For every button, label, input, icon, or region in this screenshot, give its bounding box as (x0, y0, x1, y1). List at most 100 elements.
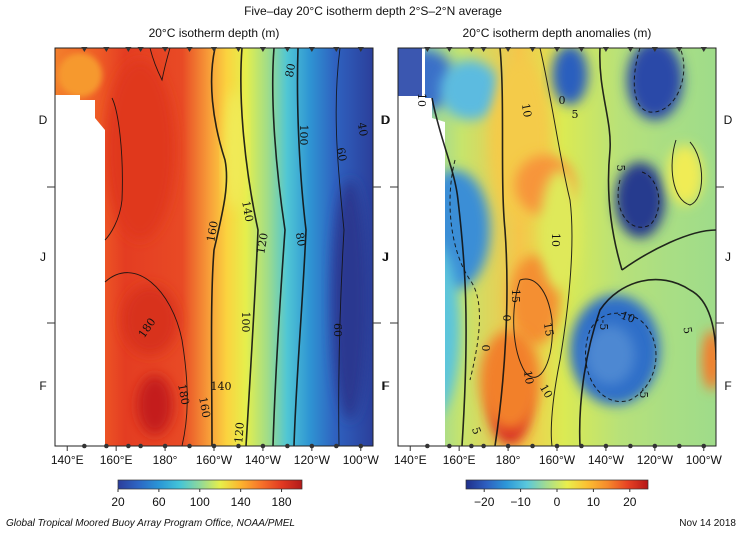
right-contour-label: 10 (519, 102, 534, 118)
buoy-marker-top (446, 47, 453, 52)
buoy-marker-top (259, 47, 266, 52)
right-blob-yellow2 (540, 170, 580, 290)
x-tick-label: 180° (153, 453, 178, 467)
y-tick-label: F (382, 379, 389, 393)
y-tick-label: J (40, 250, 46, 264)
buoy-marker-bottom (187, 443, 192, 449)
left-yellow-streak (225, 90, 245, 210)
buoy-marker-top (700, 47, 707, 52)
buoy-marker-top (651, 47, 658, 52)
right-blob-orange2 (510, 255, 560, 345)
buoy-marker-top (211, 47, 217, 52)
colorbar-gradient (117, 479, 303, 490)
right-panel-title: 20°C isotherm depth anomalies (m) (462, 26, 652, 40)
right-contour-label: 10 (549, 233, 562, 247)
buoy-marker-top (468, 47, 475, 52)
buoy-marker-bottom (628, 443, 633, 449)
colorbar-tick-label: −20 (474, 495, 495, 509)
right-axes: D D J J F F 140°E 160°E 180° 160°W 140°W 120°W 100°W (382, 47, 733, 467)
y-tick-label: J (382, 250, 388, 264)
left-contour-line (271, 48, 286, 446)
right-contour-line (539, 48, 573, 446)
y-tick-label: D (381, 113, 390, 127)
left-contour-label: 140 (239, 200, 255, 223)
buoy-marker-top (162, 47, 169, 52)
buoy-marker-top (424, 47, 431, 52)
right-contour-label: 0 (500, 315, 513, 322)
buoy-marker-bottom (138, 443, 143, 449)
right-blob-blue-ne (627, 48, 683, 120)
buoy-marker-top (505, 47, 512, 52)
y-tick-label: D (724, 113, 733, 127)
left-contour-line (210, 48, 228, 446)
buoy-marker-top (81, 47, 88, 52)
buoy-marker-bottom (236, 443, 241, 449)
x-tick-label: 180° (496, 453, 521, 467)
left-orange-corner (58, 53, 102, 97)
x-tick-label: 160°W (539, 453, 576, 467)
right-contour-label: 10 (415, 93, 428, 107)
buoy-marker-top (676, 47, 683, 52)
buoy-marker-top (529, 47, 536, 52)
colorbar-tick-label: 100 (190, 495, 210, 509)
right-contour-label: 15 (541, 321, 556, 337)
buoy-marker-top (554, 47, 560, 52)
right-contour-label: 10 (537, 382, 555, 401)
colorbar-tick-label: 20 (623, 495, 637, 509)
buoy-marker-bottom (554, 443, 560, 449)
y-tick-label: D (382, 113, 391, 127)
y-tick-label: D (39, 113, 48, 127)
buoy-marker-bottom (162, 443, 168, 449)
right-contour-label: -5 (597, 320, 610, 331)
y-tick-label: J (725, 250, 731, 264)
buoy-marker-top (308, 47, 315, 52)
buoy-marker-bottom (126, 443, 131, 449)
right-colorbar: −20 −10 0 10 20 (465, 479, 649, 509)
buoy-marker-top (125, 47, 132, 52)
colorbar-tick-label: 20 (111, 495, 125, 509)
right-contour-line (513, 278, 553, 378)
colorbar-gradient (465, 479, 649, 490)
buoy-marker-bottom (104, 443, 109, 449)
buoy-marker-bottom (469, 443, 474, 449)
left-colorbar: 20 60 100 140 180 (111, 479, 303, 509)
right-contour-label: 15 (509, 289, 522, 303)
right-contour-label: 5 (614, 165, 627, 172)
footer-date: Nov 14 2018 (679, 518, 736, 529)
right-blue-corner (398, 48, 422, 96)
buoy-marker-bottom (309, 443, 315, 449)
x-tick-label: 160°E (100, 453, 133, 467)
buoy-marker-top (137, 47, 144, 52)
x-tick-label: 100°W (686, 453, 723, 467)
right-blob-orange3 (480, 330, 540, 430)
left-contour-label: 60 (331, 323, 344, 337)
left-contour-label: 80 (283, 62, 298, 78)
left-contour-line (335, 48, 345, 446)
x-tick-label: 100°W (343, 453, 380, 467)
right-contour-label: -10 (616, 308, 637, 326)
buoy-marker-bottom (425, 443, 430, 449)
left-contour-label: 80 (293, 231, 308, 247)
left-contour-label: 120 (254, 232, 270, 255)
left-blob-3 (105, 60, 175, 240)
buoy-marker-bottom (82, 443, 87, 449)
x-tick-label: 140°E (394, 453, 427, 467)
right-contour-line (578, 278, 716, 446)
buoy-marker-bottom (285, 443, 290, 449)
left-contour-label: 120 (232, 422, 247, 444)
left-blue-edge (332, 180, 368, 420)
left-contour-line (104, 97, 123, 241)
right-blob (440, 60, 500, 120)
right-contour-line (671, 139, 703, 206)
left-contour-label: 100 (297, 125, 310, 146)
x-tick-label: 120°W (294, 453, 331, 467)
left-contour-label: 40 (355, 121, 370, 137)
buoy-marker-top (284, 47, 291, 52)
buoy-marker-top (578, 47, 585, 52)
x-tick-label: 140°E (51, 453, 84, 467)
buoy-marker-bottom (677, 443, 682, 449)
left-panel-title: 20°C isotherm depth (m) (148, 26, 280, 40)
